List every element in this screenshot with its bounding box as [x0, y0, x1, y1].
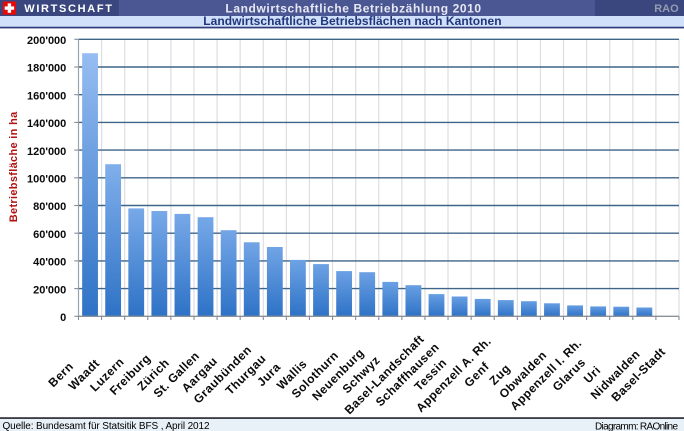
svg-text:Betriebsfläche in ha: Betriebsfläche in ha [8, 111, 20, 222]
svg-text:Landwirtschaftliche Betriebzäh: Landwirtschaftliche Betriebzählung 2010 [225, 1, 481, 15]
svg-text:80'000: 80'000 [33, 201, 66, 213]
svg-text:RAO: RAO [654, 3, 679, 15]
svg-text:200'000: 200'000 [27, 35, 66, 47]
svg-text:40'000: 40'000 [33, 257, 66, 269]
svg-text:60'000: 60'000 [33, 229, 66, 241]
svg-text:Quelle: Bundesamt für Statsiti: Quelle: Bundesamt für Statsitik BFS , Ap… [3, 421, 210, 431]
svg-text:Landwirtschaftliche Betriebsfl: Landwirtschaftliche Betriebsflächen nach… [203, 14, 501, 28]
svg-text:180'000: 180'000 [27, 63, 66, 75]
svg-text:120'000: 120'000 [27, 146, 66, 158]
svg-text:Diagramm: RAOnline: Diagramm: RAOnline [595, 421, 678, 431]
svg-text:140'000: 140'000 [27, 118, 66, 130]
svg-text:20'000: 20'000 [33, 284, 66, 296]
svg-text:160'000: 160'000 [27, 90, 66, 102]
svg-text:WIRTSCHAFT: WIRTSCHAFT [24, 3, 112, 15]
svg-text:0: 0 [60, 312, 66, 324]
svg-text:100'000: 100'000 [27, 174, 66, 186]
